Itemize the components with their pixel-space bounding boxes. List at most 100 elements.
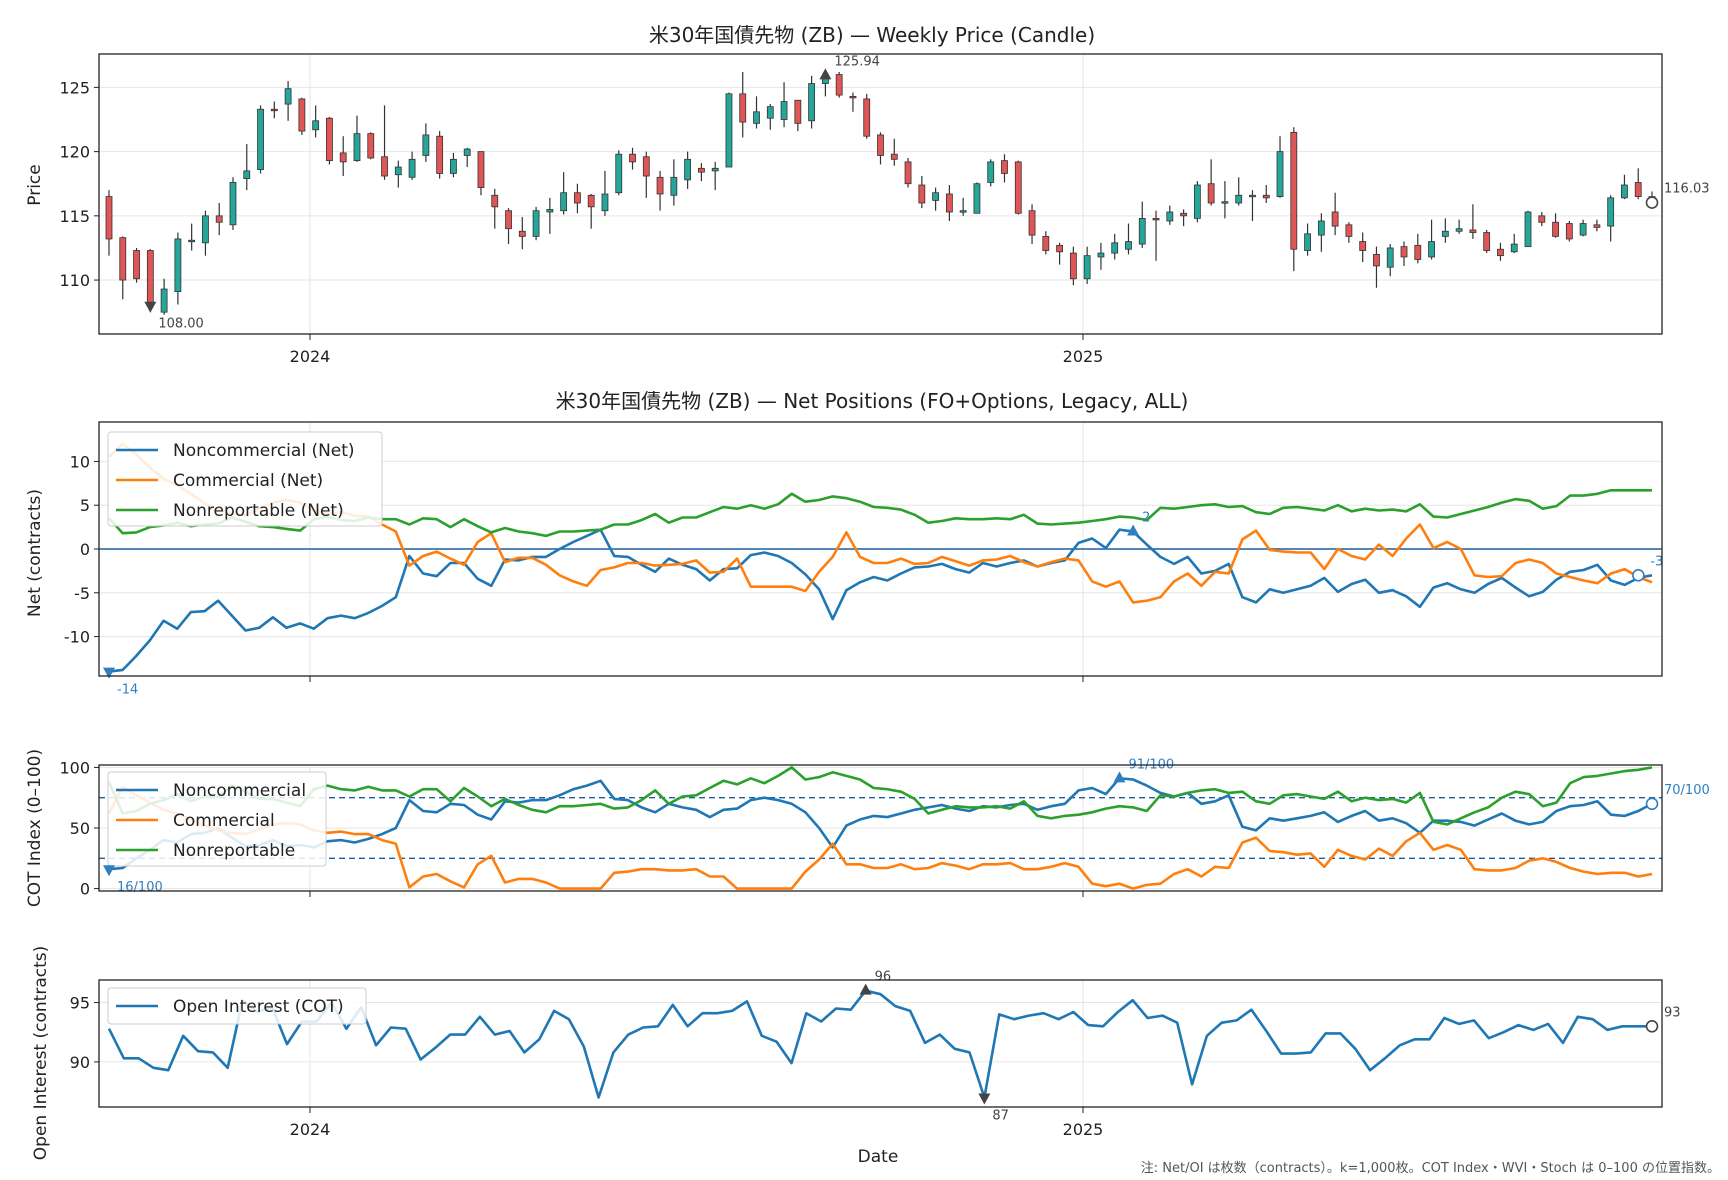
candle-body	[1621, 184, 1628, 199]
candle-body	[1552, 221, 1559, 237]
max-value-label: 96	[875, 970, 892, 985]
candle-body	[601, 193, 609, 212]
y-tick-label: 115	[59, 207, 90, 226]
candle-body	[1069, 252, 1077, 280]
candle-body	[1001, 160, 1008, 174]
candle-body	[1593, 224, 1601, 228]
y-tick-label: 10	[70, 452, 90, 471]
candle-body	[1111, 242, 1119, 254]
candle-body	[574, 192, 581, 204]
price-panel: 米30年国債先物 (ZB) — Weekly Price (Candle) Pr…	[25, 23, 1710, 366]
candle-body	[932, 192, 940, 201]
net-legend-box	[107, 431, 383, 527]
candle-body	[160, 288, 168, 313]
y-tick-label: 110	[59, 271, 90, 290]
candle-body	[1455, 228, 1463, 232]
series-line-noncommercial	[108, 776, 1653, 871]
candle-body	[298, 98, 306, 132]
candle-body	[312, 120, 320, 131]
min-marker	[103, 865, 115, 877]
candle-body	[408, 158, 416, 178]
candle-body	[1400, 246, 1408, 258]
candle-body	[491, 194, 499, 208]
candle-body	[808, 83, 816, 122]
candle-body	[477, 151, 485, 188]
candle-body	[1193, 184, 1201, 219]
candle-body	[284, 88, 292, 105]
cot-index-panel: COT Index (0–100) Noncommercial Commerci…	[25, 749, 1710, 907]
oi-x-tick-2024: 2024	[290, 1120, 331, 1139]
candle-body	[560, 192, 568, 212]
oi-x-axis-label: Date	[858, 1147, 899, 1167]
last-value-label: 116.03	[1664, 182, 1710, 197]
oi-x-tick-2025: 2025	[1063, 1120, 1104, 1139]
candle-body	[698, 167, 705, 173]
candle-body	[518, 230, 526, 237]
y-tick-label: 95	[70, 994, 90, 1013]
candle-body	[725, 93, 733, 168]
candle-body	[684, 158, 692, 181]
net-legend-commercial: Commercial (Net)	[173, 471, 323, 491]
y-tick-label: -10	[64, 628, 90, 647]
y-tick-label: 5	[80, 496, 90, 515]
last-value-marker	[1632, 568, 1645, 582]
price-y-axis-label: Price	[25, 164, 45, 205]
net-legend-nonreportable: Nonreportable (Net)	[173, 501, 344, 521]
candle-body	[587, 194, 595, 208]
cot-legend: Noncommercial Commercial Nonreportable	[107, 771, 327, 867]
candle-body	[1345, 224, 1353, 237]
candle-body	[877, 134, 884, 156]
candle-body	[918, 184, 926, 204]
y-tick-label: 90	[70, 1053, 90, 1072]
candle-body	[1304, 233, 1311, 251]
candle-body	[1634, 182, 1642, 197]
candle-body	[1373, 253, 1380, 267]
candle-body	[1483, 232, 1491, 251]
footnote: 注: Net/OI は枚数（contracts）。k=1,000枚。COT In…	[1141, 1161, 1720, 1176]
price-panel-title: 米30年国債先物 (ZB) — Weekly Price (Candle)	[649, 23, 1095, 47]
min-marker	[144, 301, 157, 313]
candle-body	[1469, 229, 1477, 233]
axes-frame	[98, 979, 1663, 1108]
y-tick-label: 100	[59, 758, 90, 777]
min-value-label: -14	[117, 683, 138, 698]
candle-body	[422, 134, 430, 156]
candle-body	[1166, 211, 1174, 222]
axes-frame	[98, 421, 1663, 677]
candle-body	[739, 93, 747, 123]
candle-body	[1056, 244, 1063, 253]
candle-body	[1221, 201, 1229, 204]
candle-body	[1249, 194, 1256, 198]
candle-body	[753, 111, 760, 124]
candle-body	[257, 108, 264, 170]
candle-body	[1607, 197, 1615, 227]
candle-body	[1207, 183, 1215, 204]
last-value-label: 93	[1664, 1005, 1681, 1020]
candle-body	[353, 133, 361, 162]
min-marker	[103, 667, 115, 679]
candle-body	[146, 250, 154, 307]
net-y-axis-label: Net (contracts)	[25, 489, 45, 617]
candle-body	[1097, 252, 1105, 258]
y-tick-label: 125	[59, 78, 90, 97]
y-tick-label: -5	[74, 584, 90, 603]
last-value-label: 70/100	[1664, 783, 1710, 798]
candle-body	[367, 133, 375, 159]
last-value-marker	[1645, 196, 1659, 209]
net-panel-title: 米30年国債先物 (ZB) — Net Positions (FO+Option…	[556, 389, 1189, 413]
candle-body	[780, 101, 788, 120]
candle-body	[339, 152, 347, 163]
max-marker	[1113, 771, 1126, 783]
oi-y-axis-label: Open Interest (contracts)	[31, 946, 51, 1160]
candle-body	[1276, 151, 1284, 197]
candle-body	[1152, 218, 1160, 221]
candle-body	[670, 176, 678, 196]
candle-body	[202, 215, 209, 244]
candle-body	[1083, 255, 1091, 280]
candle-body	[505, 210, 512, 230]
candle-body	[629, 153, 636, 163]
cot-y-axis-label: COT Index (0–100)	[25, 749, 45, 907]
last-value-label: -3	[1650, 554, 1663, 569]
candle-body	[326, 117, 333, 162]
